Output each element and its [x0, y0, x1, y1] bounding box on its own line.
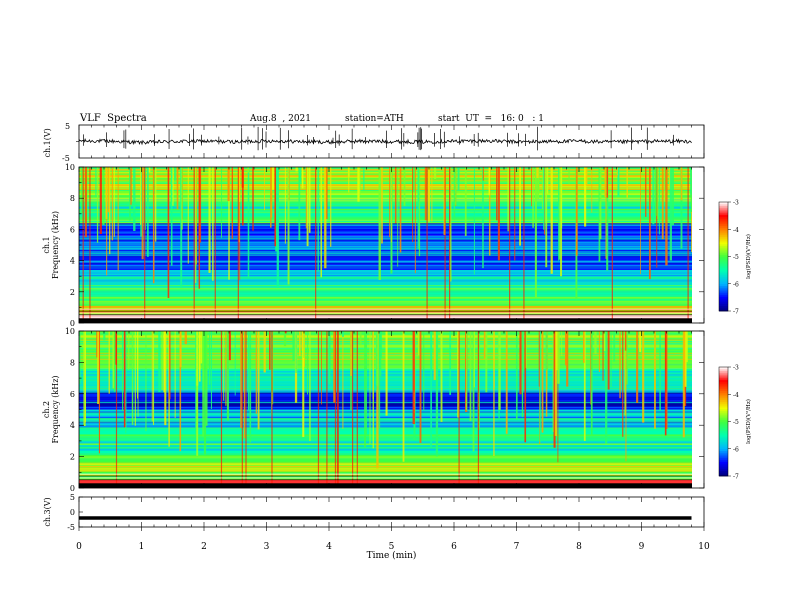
- ch1-colorbar: [718, 201, 731, 312]
- ch2-spectrogram-image: [79, 331, 704, 489]
- ch1-spectrogram-image: [79, 167, 704, 323]
- x-tick-label: 0: [76, 542, 82, 552]
- ch2-ylabel: Frequency (kHz): [51, 375, 60, 443]
- ch1-ytick-label: 2: [70, 288, 75, 297]
- ch1-colorbar-tick-label: -6: [733, 281, 739, 288]
- ch1-colorbar-tick-label: -7: [733, 309, 739, 316]
- ch1-waveform-spikes: [83, 126, 674, 151]
- ch2-colorbar-tick-label: -5: [733, 419, 739, 426]
- ch1-spectrogram-ticks: [78, 167, 705, 323]
- ch2-channel-label: ch.2: [42, 401, 51, 418]
- ch1-ytick-label: 6: [70, 225, 75, 234]
- ch1-colorbar-tick-label: -4: [733, 227, 739, 234]
- ch2-ytick-label: 2: [70, 453, 75, 462]
- ch2-colorbar-tick-label: -3: [733, 365, 739, 372]
- ch2-colorbar: [718, 366, 731, 477]
- x-tick-label: 10: [698, 542, 710, 552]
- figure-title: VLF Spectra: [80, 113, 147, 124]
- ch2-ytick-label: 4: [70, 421, 75, 430]
- ch1-waveform-ticks: [78, 125, 705, 158]
- ch2-yticks: [79, 330, 704, 489]
- x-tick-label: 1: [139, 542, 145, 552]
- ch2-colorbar-tick-label: -6: [733, 446, 739, 453]
- ch2-colorbar-label: log(PSD)(V²/Hz): [745, 399, 752, 444]
- ch1-ytick-label: 10: [65, 163, 75, 172]
- ch3-ytick-label: 5: [70, 493, 75, 502]
- ch1-ytick-label: 5: [65, 122, 70, 131]
- x-tick-label: 6: [451, 542, 457, 552]
- ch2-colorbar-tick-label: -7: [733, 474, 739, 481]
- ch1-ytick-label: 4: [70, 257, 75, 266]
- ch1-ytick-label: 0: [70, 319, 75, 328]
- ch1-ylabel: ch.1(V): [43, 128, 52, 157]
- ch2-colorbar-tick-label: -4: [733, 392, 739, 399]
- x-tick-label: 4: [326, 542, 332, 552]
- ch3-ylabel: ch.3(V): [43, 497, 52, 526]
- ch2-ytick-label: 6: [70, 390, 75, 399]
- ch1-ytick-label: 8: [70, 194, 75, 203]
- ch2-ytick-label: 10: [65, 327, 75, 336]
- station-label: station=ATH: [345, 114, 404, 124]
- ch1-colorbar-tick-label: -5: [733, 254, 739, 261]
- ch3-ytick-label: -5: [67, 523, 75, 532]
- start-ut-label: start UT = 16: 0 : 1: [438, 114, 544, 124]
- x-tick-label: 3: [264, 542, 270, 552]
- ch1-colorbar-label: log(PSD)(V²/Hz): [745, 234, 752, 279]
- x-tick-label: 5: [389, 542, 395, 552]
- ch1-ytick-label: -5: [62, 154, 70, 163]
- x-axis-label: Time (min): [367, 550, 417, 561]
- ch1-yticks: [79, 166, 704, 324]
- ch1-waveform-line: [78, 138, 692, 146]
- ch3-ytick-label: 0: [70, 508, 75, 517]
- ch2-ytick-label: 0: [70, 484, 75, 493]
- x-tick-label: 9: [639, 542, 645, 552]
- ch1-colorbar-tick-label: -3: [733, 200, 739, 207]
- ch1-ylabel: Frequency (kHz): [51, 211, 60, 279]
- x-tick-label: 7: [514, 542, 520, 552]
- ch1-channel-label: ch.1: [42, 236, 51, 253]
- ch3-waveform-ticks: [78, 497, 705, 527]
- date-label: Aug.8 , 2021: [250, 114, 311, 124]
- x-tick-label: 8: [576, 542, 582, 552]
- x-tick-label: 2: [201, 542, 207, 552]
- ch2-spectrogram-ticks: [78, 331, 705, 488]
- ch2-ytick-label: 8: [70, 358, 75, 367]
